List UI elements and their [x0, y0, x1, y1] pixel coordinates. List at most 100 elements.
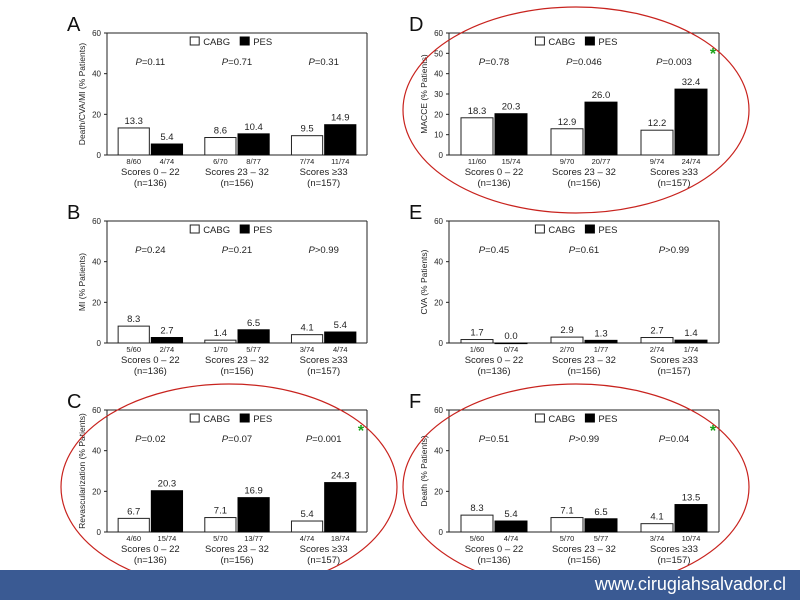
panel-letter-c: C	[67, 391, 81, 413]
p-value-c: P=0.07	[222, 434, 252, 445]
p-value-f: P>0.99	[569, 434, 599, 445]
legend-label-cabg-f: CABG	[548, 414, 575, 425]
value-label-cabg-a: 9.5	[300, 124, 313, 135]
y-tick-label-e: 20	[434, 298, 443, 307]
category-label-e: Scores ≥33	[650, 355, 698, 366]
category-n-e: (n=156)	[567, 366, 600, 377]
fraction-pes-f: 4/74	[504, 534, 519, 543]
value-label-pes-c: 16.9	[244, 486, 263, 497]
legend-swatch-cabg-b	[189, 224, 200, 234]
bar-cabg-d	[640, 129, 674, 156]
fraction-cabg-d: 9/74	[650, 157, 665, 166]
bar-cabg-a	[290, 135, 324, 156]
fraction-cabg-c: 4/60	[126, 534, 141, 543]
fraction-cabg-e: 2/70	[560, 345, 575, 354]
value-label-cabg-c: 6.7	[127, 506, 140, 517]
category-n-a: (n=157)	[307, 178, 340, 189]
bar-cabg-c	[117, 517, 150, 533]
p-value-a: P=0.71	[222, 57, 252, 68]
value-label-pes-e: 1.3	[594, 328, 607, 339]
bar-pes-d	[674, 88, 708, 156]
fraction-cabg-a: 6/70	[213, 157, 228, 166]
fraction-pes-c: 13/77	[244, 534, 263, 543]
category-n-c: (n=157)	[307, 555, 340, 566]
fraction-pes-e: 1/74	[684, 345, 699, 354]
legend-label-pes-a: PES	[253, 37, 272, 48]
fraction-pes-a: 4/74	[160, 157, 175, 166]
y-tick-label-f: 60	[434, 406, 443, 415]
panel-letter-a: A	[67, 14, 81, 36]
fraction-pes-f: 5/77	[594, 534, 609, 543]
bar-cabg-a	[117, 127, 150, 156]
category-n-c: (n=136)	[134, 555, 167, 566]
value-label-cabg-e: 2.9	[560, 325, 573, 336]
fraction-pes-a: 11/74	[331, 157, 349, 166]
fraction-cabg-e: 2/74	[650, 345, 665, 354]
y-tick-label-c: 40	[92, 447, 101, 456]
fraction-pes-b: 2/74	[160, 345, 175, 354]
fraction-pes-d: 15/74	[502, 157, 521, 166]
fraction-pes-c: 15/74	[158, 534, 177, 543]
value-label-pes-d: 20.3	[502, 102, 521, 113]
p-value-b: P=0.24	[135, 245, 165, 256]
legend-swatch-pes-e	[584, 224, 595, 234]
legend-swatch-pes-d	[584, 36, 595, 46]
fraction-pes-e: 0/74	[504, 345, 519, 354]
bar-cabg-f	[640, 523, 674, 533]
p-value-e: P=0.45	[479, 245, 509, 256]
fraction-pes-c: 18/74	[331, 534, 350, 543]
p-value-c: P=0.001	[306, 434, 342, 445]
bar-pes-f	[584, 518, 618, 533]
fraction-pes-d: 24/74	[682, 157, 701, 166]
p-value-d: P=0.78	[479, 57, 509, 68]
value-label-cabg-e: 2.7	[650, 326, 663, 337]
category-label-c: Scores 23 – 32	[205, 544, 269, 555]
fraction-pes-d: 20/77	[592, 157, 611, 166]
bar-cabg-b	[204, 339, 237, 344]
value-label-pes-e: 0.0	[504, 331, 517, 342]
fraction-pes-b: 5/77	[246, 345, 261, 354]
footer-url[interactable]: www.cirugiahsalvador.cl	[594, 574, 786, 594]
bar-cabg-a	[204, 137, 237, 156]
p-value-a: P=0.31	[308, 57, 338, 68]
legend-label-cabg-d: CABG	[548, 37, 575, 48]
fraction-cabg-d: 11/60	[468, 157, 486, 166]
bar-pes-e	[674, 339, 708, 344]
bar-cabg-e	[640, 337, 674, 344]
bar-cabg-f	[460, 514, 494, 533]
legend-swatch-cabg-e	[534, 224, 545, 234]
value-label-pes-e: 1.4	[684, 328, 697, 339]
bar-pes-c	[324, 482, 357, 533]
value-label-pes-c: 24.3	[331, 471, 350, 482]
y-tick-label-f: 20	[434, 487, 443, 496]
category-label-b: Scores 23 – 32	[205, 355, 269, 366]
value-label-pes-b: 6.5	[247, 318, 260, 329]
category-label-d: Scores 0 – 22	[465, 167, 524, 178]
value-label-cabg-b: 1.4	[214, 328, 227, 339]
bar-pes-b	[237, 329, 270, 344]
y-axis-label-a: Death/CVA/MI (% Patients)	[77, 43, 87, 146]
p-value-d: P=0.003	[656, 57, 692, 68]
y-tick-label-e: 40	[434, 258, 443, 267]
y-tick-label-e: 0	[439, 339, 444, 348]
y-tick-label-d: 0	[439, 151, 444, 160]
value-label-pes-c: 20.3	[158, 479, 177, 490]
p-value-f: P=0.04	[659, 434, 689, 445]
y-tick-label-b: 20	[92, 298, 101, 307]
legend-label-pes-e: PES	[598, 225, 617, 236]
legend-swatch-cabg-c	[189, 413, 200, 423]
bar-pes-e	[494, 342, 528, 345]
category-label-b: Scores ≥33	[300, 355, 348, 366]
value-label-cabg-d: 12.2	[648, 118, 667, 129]
legend-label-cabg-b: CABG	[203, 225, 230, 236]
category-label-c: Scores ≥33	[300, 544, 348, 555]
fraction-pes-e: 1/77	[594, 345, 609, 354]
value-label-cabg-e: 1.7	[470, 328, 483, 339]
value-label-pes-b: 5.4	[334, 320, 347, 331]
value-label-cabg-f: 4.1	[650, 512, 663, 523]
y-tick-label-d: 10	[434, 131, 443, 140]
category-label-f: Scores 0 – 22	[465, 544, 524, 555]
p-value-f: P=0.51	[479, 434, 509, 445]
fraction-pes-f: 10/74	[682, 534, 701, 543]
